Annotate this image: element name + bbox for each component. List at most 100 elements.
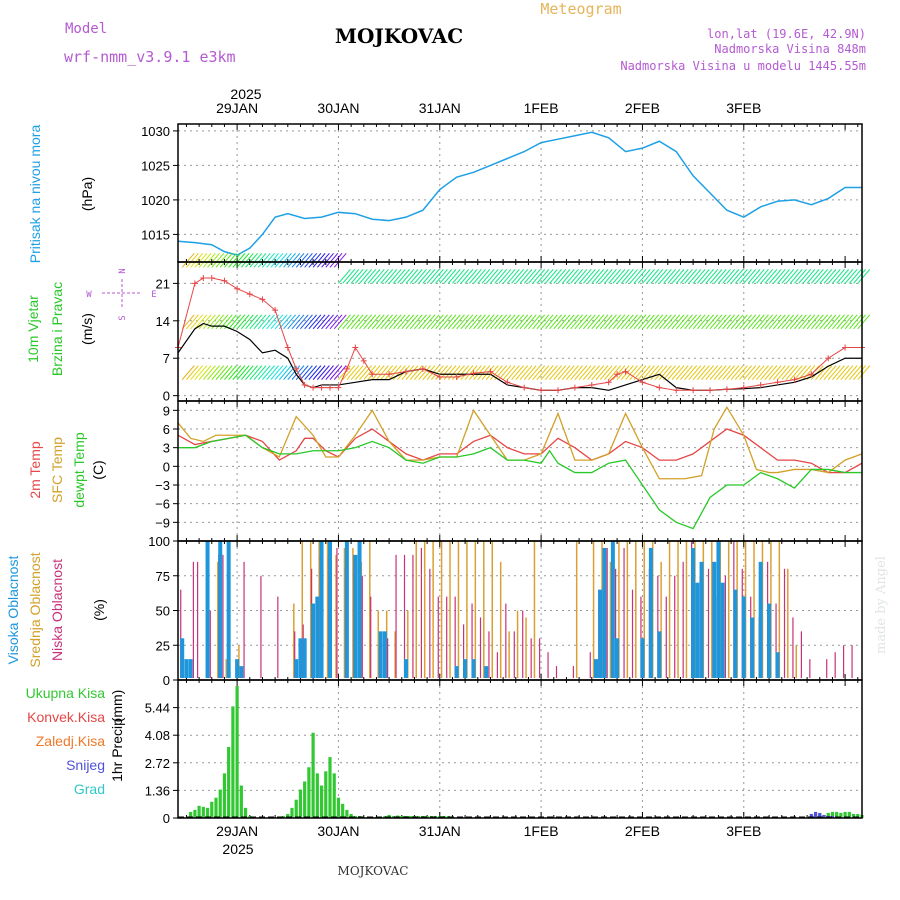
compass-n: N <box>118 268 128 273</box>
precip-bar <box>830 811 835 818</box>
precip-bar <box>239 785 243 818</box>
wind-barb <box>181 365 195 380</box>
wind-barb <box>414 314 427 330</box>
wind-barb <box>840 314 854 330</box>
wind-barb <box>764 314 778 330</box>
wind-barb <box>354 269 368 284</box>
wind-barb <box>844 314 858 330</box>
wind-barb <box>705 269 719 284</box>
precip-bar <box>341 803 345 818</box>
wind-gust-mark <box>436 373 443 380</box>
wind-barb <box>295 253 309 268</box>
wind-gust-mark <box>639 379 646 386</box>
compass-s: S <box>118 315 128 320</box>
wind-barb <box>460 269 474 284</box>
wind-barb <box>751 269 765 284</box>
wind-gust-mark <box>487 368 494 375</box>
y-axis-label: 10m Vjetar <box>25 295 41 363</box>
wind-gust-mark <box>419 365 426 372</box>
wind-barb <box>207 314 220 330</box>
cloud-bar-0 <box>471 659 476 678</box>
wind-barb <box>194 253 208 268</box>
wind-barb <box>840 365 854 380</box>
wind-barb <box>570 365 584 380</box>
wind-barb <box>528 269 541 284</box>
wind-barb <box>468 269 482 284</box>
wind-barb <box>414 365 427 380</box>
cloud-bar-1 <box>352 547 354 678</box>
wind-barb <box>557 314 571 330</box>
wind-barb <box>616 269 630 284</box>
cloud-bar-1 <box>301 541 303 678</box>
cloud-bar-2 <box>640 596 642 678</box>
wind-barb <box>532 269 546 284</box>
wind-barb <box>747 365 761 380</box>
cloud-bar-0 <box>699 561 704 678</box>
wind-barb <box>266 314 280 330</box>
wind-barb <box>663 269 676 284</box>
wind-barb <box>667 314 681 330</box>
wind-barb <box>511 269 524 284</box>
cloud-bar-2 <box>192 561 194 678</box>
y-tick-label: 1015 <box>141 227 170 242</box>
wind-barb <box>498 365 512 380</box>
y-axis-label: (%) <box>91 599 107 621</box>
wind-barb <box>418 365 432 380</box>
cloud-bar-2 <box>180 589 182 678</box>
wind-gust-mark <box>246 291 253 298</box>
precip-bar <box>193 809 197 818</box>
snow-bar <box>822 814 826 818</box>
wind-barb <box>684 269 698 284</box>
wind-barb <box>802 269 816 284</box>
cloud-bar-1 <box>685 541 688 678</box>
wind-barb <box>228 314 242 330</box>
y-tick-label: −9 <box>155 515 170 530</box>
wind-barb <box>371 314 385 330</box>
temp-line-2 <box>178 434 862 530</box>
wind-barb <box>435 314 448 330</box>
wind-barb <box>464 269 478 284</box>
wind-barb <box>574 314 588 330</box>
wind-barb <box>350 314 364 330</box>
wind-barb <box>663 314 676 330</box>
wind-barb <box>642 269 655 284</box>
cloud-bar-0 <box>716 541 721 678</box>
wind-barb <box>240 253 254 268</box>
wind-barb <box>460 314 474 330</box>
wind-barb <box>616 314 630 330</box>
wind-gust-mark <box>673 387 680 394</box>
wind-barb <box>363 314 377 330</box>
wind-barb <box>291 314 305 330</box>
wind-barb <box>202 365 216 380</box>
cloud-bar-1 <box>491 541 493 678</box>
cloud-bar-1 <box>609 561 612 678</box>
wind-barb <box>785 365 799 380</box>
precip-bar <box>345 809 349 818</box>
product-title: Meteogram <box>540 0 621 18</box>
cloud-bar-0 <box>594 659 598 678</box>
wind-barb <box>713 269 727 284</box>
cloud-bar-2 <box>412 554 414 678</box>
wind-gust-mark <box>605 379 612 386</box>
wind-barb <box>371 365 385 380</box>
wind-barb <box>430 269 444 284</box>
elevation-label: Nadmorska Visina 848m <box>714 42 866 56</box>
cloud-bar-0 <box>691 547 696 678</box>
wind-barb <box>190 365 204 380</box>
wind-barb <box>587 365 600 380</box>
wind-barb <box>595 314 609 330</box>
wind-barb <box>663 365 676 380</box>
wind-barb <box>215 365 229 380</box>
wind-barb <box>422 365 436 380</box>
wind-barb <box>215 253 229 268</box>
wind-barb <box>785 314 799 330</box>
wind-barb <box>604 269 617 284</box>
wind-barb <box>696 269 710 284</box>
wind-barb <box>768 314 782 330</box>
wind-barb <box>806 269 820 284</box>
wind-barb <box>274 365 288 380</box>
station-title: MOJKOVAC <box>335 24 463 48</box>
cloud-bar-2 <box>851 645 853 678</box>
wind-barb <box>190 253 204 268</box>
y-axis-label: (m/s) <box>79 313 95 345</box>
